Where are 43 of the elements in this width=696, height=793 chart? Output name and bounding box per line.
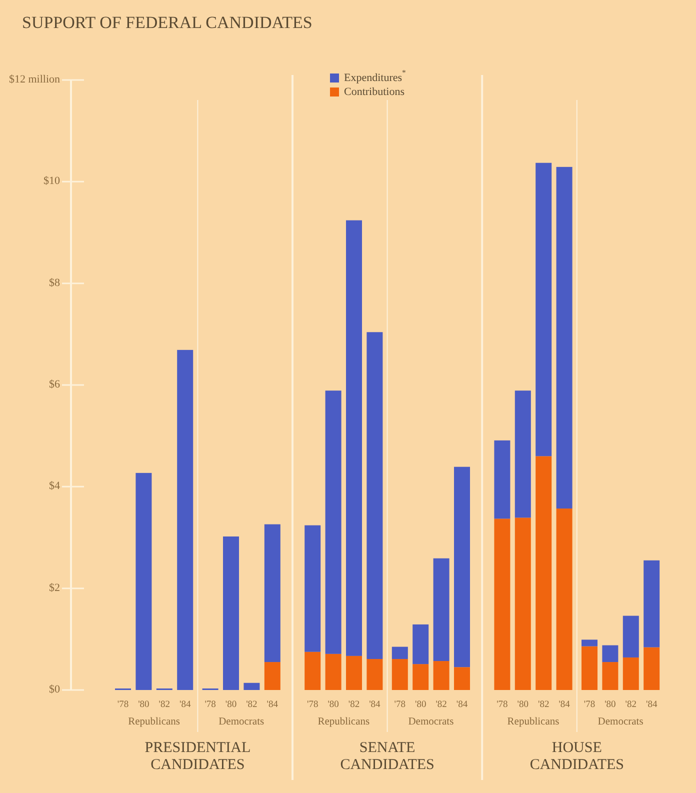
x-tick-label: '78 xyxy=(204,700,216,710)
chart-title: SUPPORT OF FEDERAL CANDIDATES xyxy=(22,13,312,32)
x-tick-label: '84 xyxy=(558,700,570,710)
y-tick-label: $12 million xyxy=(8,74,60,86)
text: Democrats xyxy=(218,716,264,728)
text: SENATE CANDIDATES xyxy=(340,740,434,773)
legend-label: Contributions xyxy=(344,86,405,98)
x-tick-label: '82 xyxy=(246,700,258,710)
text: Republicans xyxy=(507,716,560,728)
y-tick-label: $4 xyxy=(49,480,60,492)
y-tick-label: $10 xyxy=(44,175,60,188)
y-tick-label: $0 xyxy=(49,684,60,696)
x-tick-label: '80 xyxy=(604,700,616,710)
x-tick-label: '80 xyxy=(328,700,340,710)
x-tick-label: '80 xyxy=(517,700,529,710)
x-tick-label: '78 xyxy=(394,700,406,710)
text: Republicans xyxy=(318,716,370,728)
x-tick-label: '82 xyxy=(538,700,550,710)
y-tick-label: $8 xyxy=(49,276,60,289)
text: Democrats xyxy=(408,716,454,728)
x-tick-label: '78 xyxy=(496,700,508,710)
x-tick-label: '78 xyxy=(117,700,129,710)
x-tick-label: '80 xyxy=(414,700,426,710)
x-tick-label: '82 xyxy=(158,700,170,710)
x-tick-label: '84 xyxy=(179,700,191,710)
text: HOUSE CANDIDATES xyxy=(530,740,624,773)
x-tick-label: '82 xyxy=(348,700,360,710)
x-tick-label: '84 xyxy=(266,700,278,710)
legend-label: Expenditures$^{*}$ xyxy=(344,68,406,84)
x-tick-label: '82 xyxy=(436,700,448,710)
x-tick-label: '82 xyxy=(625,700,637,710)
text: Republicans xyxy=(128,716,180,728)
x-tick-label: '80 xyxy=(225,700,237,710)
x-tick-label: '78 xyxy=(584,700,596,710)
text: Democrats xyxy=(598,716,644,728)
x-tick-label: '78 xyxy=(306,700,318,710)
text: PRESIDENTIAL CANDIDATES xyxy=(144,740,251,773)
x-tick-label: '84 xyxy=(369,700,381,710)
x-tick-label: '84 xyxy=(456,700,468,710)
x-tick-label: '84 xyxy=(646,700,658,710)
y-tick-label: $6 xyxy=(49,378,60,391)
y-tick-label: $2 xyxy=(49,582,60,594)
x-tick-label: '80 xyxy=(138,700,150,710)
